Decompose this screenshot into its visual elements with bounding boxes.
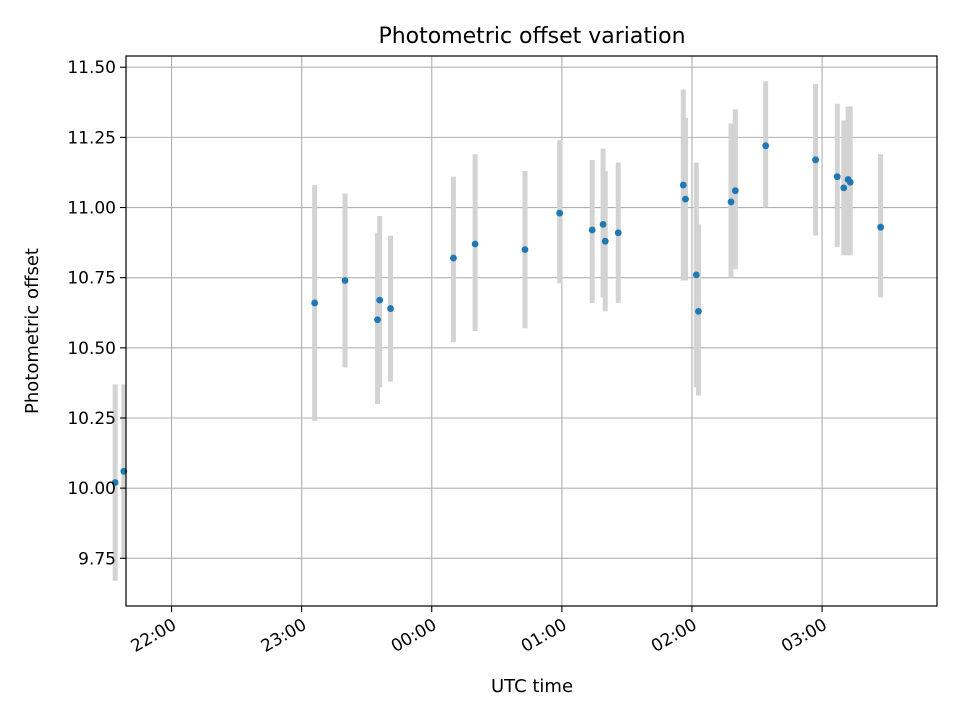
data-point xyxy=(111,479,119,486)
y-tick-label: 10.25 xyxy=(67,409,116,429)
data-point xyxy=(588,226,596,234)
data-point xyxy=(341,277,349,284)
y-tick-label: 9.75 xyxy=(78,549,116,569)
chart-title: Photometric offset variation xyxy=(378,24,685,49)
data-point xyxy=(376,296,384,304)
data-point xyxy=(682,195,689,203)
y-axis-label: Photometric offset xyxy=(22,248,43,414)
data-point xyxy=(556,209,564,217)
data-point xyxy=(374,316,381,324)
data-point xyxy=(727,198,735,206)
plot-frame xyxy=(125,55,938,607)
data-point xyxy=(679,181,687,189)
y-tick-label: 11.50 xyxy=(67,58,116,78)
x-axis-label: UTC time xyxy=(491,676,573,697)
y-tick-label: 10.75 xyxy=(67,269,116,289)
y-tick-label: 10.50 xyxy=(67,339,116,359)
data-point xyxy=(833,173,841,181)
data-point xyxy=(731,187,739,195)
data-points xyxy=(111,142,885,486)
data-point xyxy=(521,246,529,254)
data-point xyxy=(692,271,700,279)
data-point xyxy=(762,142,770,150)
data-point xyxy=(450,254,457,262)
y-axis: 9.75 10.00 10.25 10.50 10.75 11.00 11.25 11.50 xyxy=(67,58,126,569)
data-point xyxy=(877,223,885,231)
data-point xyxy=(471,240,479,248)
grid xyxy=(126,56,937,606)
y-tick-label: 11.25 xyxy=(67,128,116,148)
data-point xyxy=(812,156,819,164)
data-point xyxy=(614,229,622,237)
data-point xyxy=(840,184,848,192)
data-point xyxy=(695,307,702,315)
data-point xyxy=(601,237,609,245)
y-tick-label: 10.00 xyxy=(67,479,116,499)
data-point xyxy=(311,299,319,307)
data-point xyxy=(387,305,394,312)
data-point xyxy=(846,178,854,186)
y-tick-label: 11.00 xyxy=(67,199,116,219)
data-point xyxy=(599,220,607,228)
